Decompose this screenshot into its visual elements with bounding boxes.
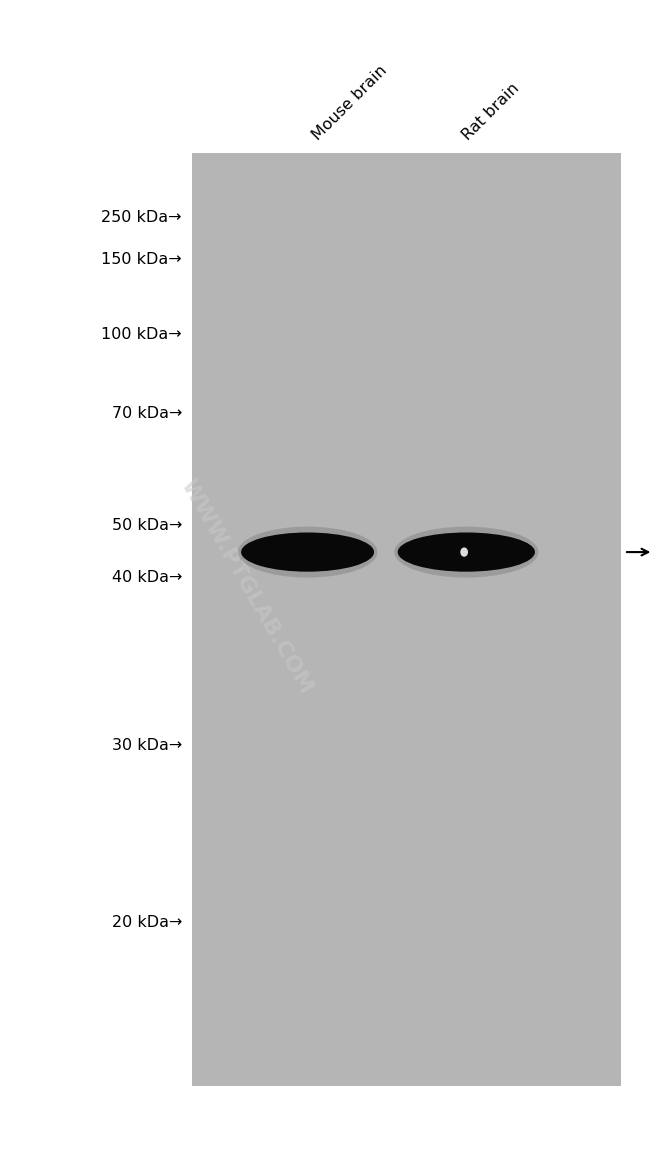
Text: 100 kDa→: 100 kDa→ <box>101 328 182 342</box>
Ellipse shape <box>398 533 535 572</box>
Text: WWW.PTGLAB.COM: WWW.PTGLAB.COM <box>177 477 317 697</box>
Text: 250 kDa→: 250 kDa→ <box>101 210 182 225</box>
Text: 20 kDa→: 20 kDa→ <box>112 915 182 930</box>
Ellipse shape <box>395 527 538 578</box>
Text: 40 kDa→: 40 kDa→ <box>112 569 182 585</box>
Text: Mouse brain: Mouse brain <box>310 62 390 143</box>
Bar <box>192 153 621 1086</box>
Text: 150 kDa→: 150 kDa→ <box>101 252 182 268</box>
Ellipse shape <box>238 527 378 578</box>
Text: Rat brain: Rat brain <box>460 81 523 143</box>
Text: 70 kDa→: 70 kDa→ <box>112 406 182 421</box>
Text: 50 kDa→: 50 kDa→ <box>112 519 182 533</box>
Ellipse shape <box>241 533 374 572</box>
Text: 30 kDa→: 30 kDa→ <box>112 737 182 753</box>
Ellipse shape <box>460 547 468 556</box>
